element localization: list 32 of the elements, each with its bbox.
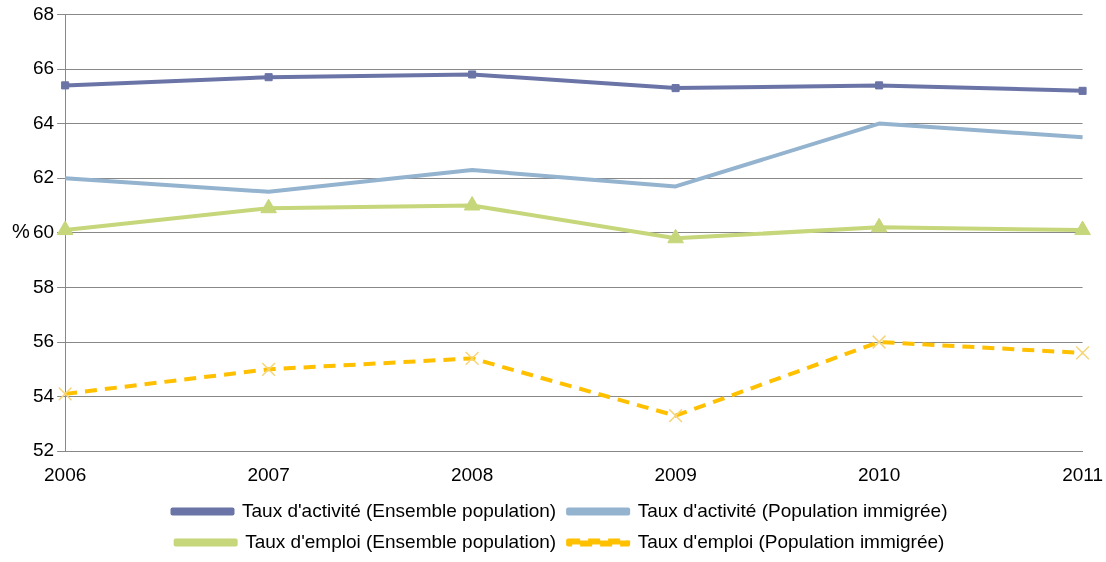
point [264, 73, 273, 82]
point [468, 70, 477, 79]
point [1078, 86, 1087, 95]
x-tick-label: 2007 [247, 463, 290, 485]
x-tick-label: 2011 [1062, 463, 1103, 485]
x-tick-label: 2008 [450, 463, 494, 485]
point [671, 84, 680, 93]
point [875, 81, 884, 90]
y-tick-label: 64 [32, 111, 55, 133]
y-tick-label: 66 [32, 57, 55, 79]
x-tick-label: 2009 [654, 463, 697, 485]
y-tick-label: 60 [32, 221, 55, 243]
y-tick-label: 52 [32, 439, 55, 461]
y-tick-label: 54 [32, 384, 55, 406]
x-tick-label: 2006 [43, 463, 87, 485]
point [260, 198, 277, 214]
legend-label: Taux d'emploi (Ensemble population) [245, 530, 557, 552]
point [667, 228, 684, 244]
y-tick-label: 58 [32, 275, 55, 297]
point [870, 217, 888, 233]
legend-label: Taux d'activité (Population immigrée) [637, 499, 948, 521]
legend-label: Taux d'emploi (Population immigrée) [637, 530, 945, 552]
legend-label: Taux d'activité (Ensemble population) [242, 499, 557, 521]
y-tick-label: 56 [32, 330, 55, 352]
x-tick-label: 2010 [857, 463, 901, 485]
y-tick-label: 68 [32, 2, 55, 24]
point [463, 196, 481, 211]
y-axis-title: % [12, 220, 30, 243]
point [56, 220, 74, 236]
point [61, 81, 70, 90]
y-tick-label: 62 [32, 166, 55, 188]
point [1074, 220, 1091, 236]
